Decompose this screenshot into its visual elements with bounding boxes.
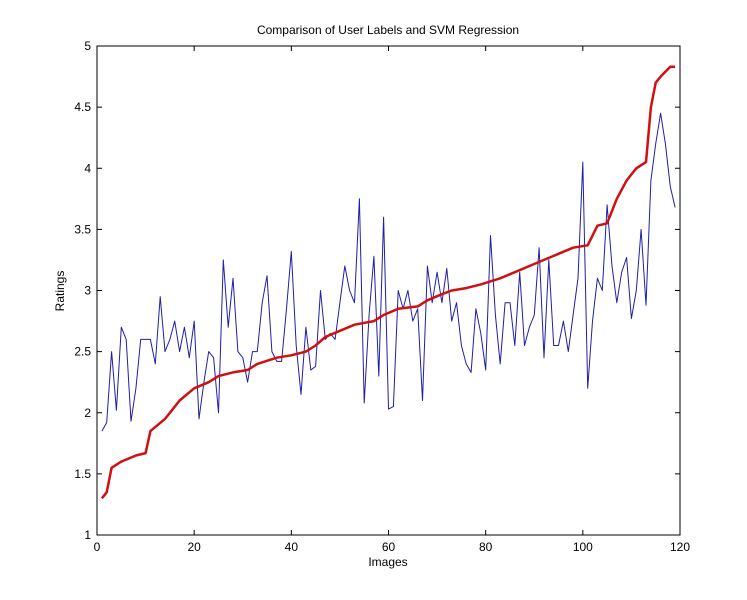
y-tick-label: 4.5 [74, 100, 91, 114]
y-tick-label: 2.5 [74, 345, 91, 359]
series-line-user-labels [101, 112, 676, 432]
x-tick-label: 40 [285, 540, 299, 554]
x-tick-label: 100 [573, 540, 593, 554]
x-tick-label: 20 [187, 540, 201, 554]
series-line-svm-regression [100, 65, 676, 500]
x-tick-label: 0 [94, 540, 101, 554]
y-tick-label: 5 [84, 39, 91, 53]
x-tick-label: 120 [670, 540, 690, 554]
y-tick-label: 1.5 [74, 467, 91, 481]
y-tick-label: 1 [84, 528, 91, 542]
x-axis-label: Images [368, 555, 407, 569]
y-tick-label: 3 [84, 284, 91, 298]
y-tick-label: 4 [84, 161, 91, 175]
x-tick-label: 80 [479, 540, 493, 554]
y-tick-label: 3.5 [74, 222, 91, 236]
y-tick-label: 2 [84, 406, 91, 420]
x-tick-label: 60 [382, 540, 396, 554]
plot-area-frame [96, 45, 681, 536]
y-axis-label: Ratings [53, 271, 67, 312]
chart-title: Comparison of User Labels and SVM Regres… [257, 23, 519, 37]
